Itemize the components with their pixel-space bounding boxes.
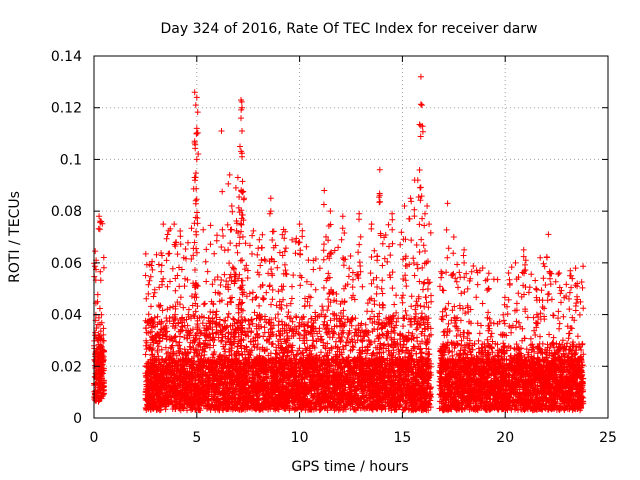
- x-tick-label: 5: [192, 430, 201, 446]
- x-tick-labels: 0 5 10 15 20 25: [90, 430, 617, 446]
- y-tick-label: 0.02: [51, 359, 82, 375]
- y-tick-label: 0.1: [60, 152, 82, 168]
- y-tick-label: 0: [73, 411, 82, 427]
- chart-title: Day 324 of 2016, Rate Of TEC Index for r…: [160, 21, 537, 37]
- plot-frame: [93, 55, 609, 419]
- axis-ticks: [93, 55, 609, 419]
- y-tick-label: 0.14: [51, 49, 82, 65]
- x-tick-label: 15: [393, 430, 411, 446]
- y-tick-label: 0.08: [51, 204, 82, 220]
- y-tick-label: 0.04: [51, 308, 82, 324]
- x-tick-label: 10: [291, 430, 309, 446]
- x-axis-label: GPS time / hours: [291, 459, 408, 475]
- x-tick-label: 0: [90, 430, 99, 446]
- y-tick-labels: 0 0.02 0.04 0.06 0.08 0.1 0.12 0.14: [51, 49, 82, 427]
- y-tick-label: 0.06: [51, 256, 82, 272]
- y-axis-label: ROTI / TECUs: [7, 191, 23, 283]
- x-tick-label: 25: [599, 430, 617, 446]
- data-points: [91, 73, 587, 414]
- roti-points: [91, 73, 587, 414]
- x-tick-label: 20: [496, 430, 514, 446]
- y-tick-label: 0.12: [51, 101, 82, 117]
